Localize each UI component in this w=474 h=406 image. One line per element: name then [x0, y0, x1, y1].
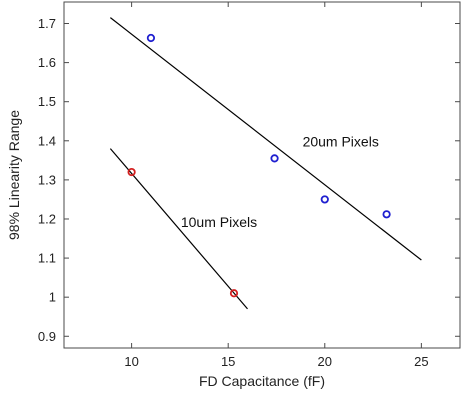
- data-point-0: [382, 210, 391, 219]
- annotation-label: 10um Pixels: [181, 214, 257, 230]
- x-tick-label: 20: [318, 354, 332, 369]
- y-axis-label: 98% Linearity Range: [6, 110, 22, 240]
- fit-line-0: [109, 17, 422, 261]
- annotations: 20um Pixels 10um Pixels: [181, 134, 379, 230]
- data-point-1: [127, 167, 136, 177]
- plot-area: [63, 1, 461, 349]
- y-tick-label: 1.2: [38, 211, 56, 226]
- y-tick-label: 0.9: [38, 329, 56, 344]
- y-tick-label: 1.1: [38, 251, 56, 266]
- data-point-0: [146, 33, 156, 43]
- y-tick-label: 1.7: [38, 16, 56, 31]
- y-tick-label: 1.4: [38, 133, 56, 148]
- data-point-0: [270, 154, 279, 163]
- x-axis-ticks: 10 15 20 25: [124, 2, 429, 369]
- annotation-label: 20um Pixels: [303, 134, 379, 150]
- y-tick-label: 1.3: [38, 172, 56, 187]
- x-tick-label: 10: [124, 354, 138, 369]
- x-tick-label: 25: [414, 354, 428, 369]
- y-axis-ticks: 0.9 1 1.1 1.2 1.3 1.4 1.5 1.6 1.7: [38, 16, 460, 344]
- x-tick-label: 15: [221, 354, 235, 369]
- y-tick-label: 1: [49, 290, 56, 305]
- x-axis-label: FD Capacitance (fF): [199, 373, 325, 389]
- data-point-1: [229, 289, 239, 298]
- data-points: [127, 33, 391, 298]
- y-tick-label: 1.6: [38, 55, 56, 70]
- y-tick-label: 1.5: [38, 94, 56, 109]
- data-point-0: [320, 195, 329, 204]
